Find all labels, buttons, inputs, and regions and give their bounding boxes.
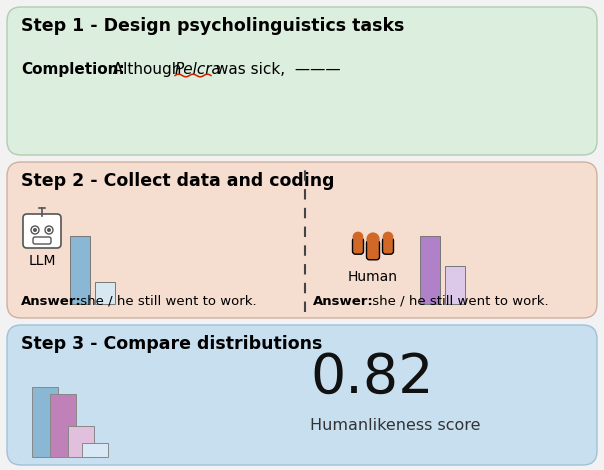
FancyBboxPatch shape: [353, 238, 364, 254]
Text: she / he still went to work.: she / he still went to work.: [368, 295, 548, 308]
Bar: [95, 282, 115, 304]
FancyBboxPatch shape: [382, 238, 393, 254]
Bar: [50, 394, 76, 457]
Circle shape: [45, 226, 53, 234]
Circle shape: [47, 228, 51, 232]
FancyBboxPatch shape: [367, 240, 379, 260]
FancyBboxPatch shape: [7, 7, 597, 155]
Text: Completion:: Completion:: [21, 62, 125, 77]
Bar: [70, 236, 90, 304]
Bar: [445, 266, 465, 304]
FancyBboxPatch shape: [7, 325, 597, 465]
Text: Answer:: Answer:: [21, 295, 82, 308]
FancyBboxPatch shape: [7, 162, 597, 318]
Text: 0.82: 0.82: [310, 351, 434, 405]
Text: Pelcra: Pelcra: [175, 62, 222, 77]
Circle shape: [31, 226, 39, 234]
Text: Step 1 - Design psycholinguistics tasks: Step 1 - Design psycholinguistics tasks: [21, 17, 404, 35]
Text: Step 3 - Compare distributions: Step 3 - Compare distributions: [21, 335, 323, 353]
Bar: [420, 236, 440, 304]
Text: Although: Although: [103, 62, 186, 77]
Text: Human: Human: [348, 270, 398, 284]
Bar: [68, 425, 94, 457]
Circle shape: [382, 232, 393, 243]
Circle shape: [33, 228, 37, 232]
Text: LLM: LLM: [28, 254, 56, 268]
Circle shape: [353, 232, 364, 243]
Circle shape: [367, 232, 379, 246]
Text: was sick,  ———: was sick, ———: [211, 62, 341, 77]
FancyBboxPatch shape: [33, 237, 51, 244]
Text: Step 2 - Collect data and coding: Step 2 - Collect data and coding: [21, 172, 335, 190]
FancyBboxPatch shape: [23, 214, 61, 248]
Text: Answer:: Answer:: [313, 295, 374, 308]
Text: Humanlikeness score: Humanlikeness score: [310, 418, 481, 433]
Bar: [82, 443, 108, 457]
Text: she / he still went to work.: she / he still went to work.: [76, 295, 257, 308]
Bar: [32, 387, 58, 457]
